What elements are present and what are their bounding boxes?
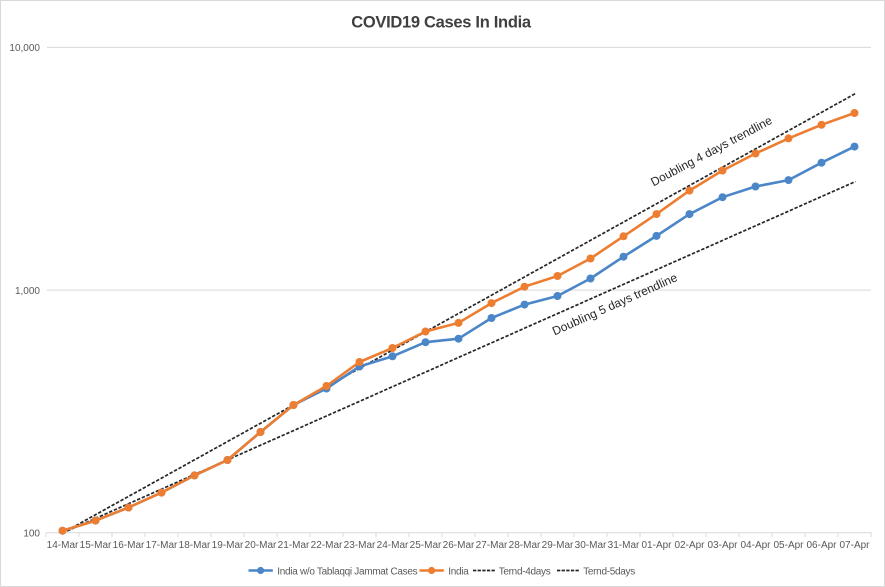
svg-text:06-Apr: 06-Apr bbox=[806, 540, 837, 551]
svg-text:Ternd-5days: Ternd-5days bbox=[583, 567, 635, 578]
svg-text:COVID19 Cases In India: COVID19 Cases In India bbox=[351, 14, 532, 32]
svg-text:15-Mar: 15-Mar bbox=[80, 540, 112, 551]
svg-text:India w/o Tablaqqi Jammat Case: India w/o Tablaqqi Jammat Cases bbox=[277, 567, 417, 578]
svg-text:1,000: 1,000 bbox=[15, 286, 40, 297]
svg-text:03-Apr: 03-Apr bbox=[707, 540, 738, 551]
svg-text:30-Mar: 30-Mar bbox=[575, 540, 607, 551]
svg-text:26-Mar: 26-Mar bbox=[443, 540, 475, 551]
svg-text:31-Mar: 31-Mar bbox=[608, 540, 640, 551]
svg-text:25-Mar: 25-Mar bbox=[410, 540, 442, 551]
svg-text:23-Mar: 23-Mar bbox=[344, 540, 376, 551]
svg-text:Ternd-4days: Ternd-4days bbox=[499, 567, 551, 578]
svg-text:24-Mar: 24-Mar bbox=[377, 540, 409, 551]
svg-text:14-Mar: 14-Mar bbox=[47, 540, 79, 551]
svg-text:04-Apr: 04-Apr bbox=[740, 540, 771, 551]
svg-text:27-Mar: 27-Mar bbox=[476, 540, 508, 551]
svg-text:21-Mar: 21-Mar bbox=[278, 540, 310, 551]
svg-text:19-Mar: 19-Mar bbox=[212, 540, 244, 551]
svg-text:10,000: 10,000 bbox=[9, 43, 40, 54]
svg-text:28-Mar: 28-Mar bbox=[509, 540, 541, 551]
svg-text:01-Apr: 01-Apr bbox=[641, 540, 672, 551]
svg-text:17-Mar: 17-Mar bbox=[146, 540, 178, 551]
svg-text:02-Apr: 02-Apr bbox=[674, 540, 705, 551]
svg-text:29-Mar: 29-Mar bbox=[542, 540, 574, 551]
svg-text:18-Mar: 18-Mar bbox=[179, 540, 211, 551]
svg-text:India: India bbox=[448, 567, 469, 578]
svg-text:20-Mar: 20-Mar bbox=[245, 540, 277, 551]
svg-text:22-Mar: 22-Mar bbox=[311, 540, 343, 551]
svg-text:05-Apr: 05-Apr bbox=[773, 540, 804, 551]
svg-text:07-Apr: 07-Apr bbox=[839, 540, 870, 551]
svg-text:16-Mar: 16-Mar bbox=[113, 540, 145, 551]
svg-text:100: 100 bbox=[23, 529, 40, 540]
